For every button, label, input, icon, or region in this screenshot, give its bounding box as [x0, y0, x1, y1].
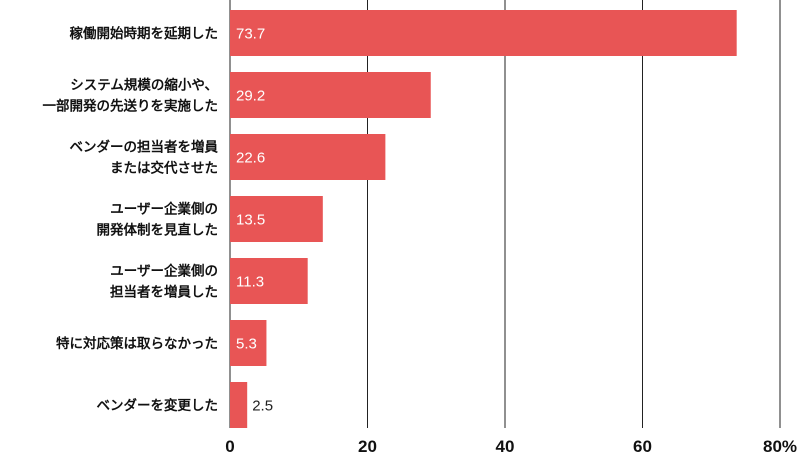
value-label-1: 73.7	[236, 26, 265, 43]
bar-6	[230, 320, 267, 366]
value-label-3: 22.6	[236, 150, 265, 167]
category-label-3: ベンダーの担当者を増員または交代させた	[70, 139, 219, 177]
category-label-line: 開発体制を見直した	[97, 222, 219, 239]
category-label-6: 特に対応策は取らなかった	[56, 335, 218, 352]
category-label-line: 特に対応策は取らなかった	[56, 335, 218, 352]
category-label-5: ユーザー企業側の担当者を増員した	[110, 263, 218, 301]
category-label-line: 担当者を増員した	[110, 284, 218, 301]
bars: 73.7 29.2 22.6 13.5 11.3 5.3 2.5	[230, 10, 737, 428]
category-label-4: ユーザー企業側の開発体制を見直した	[97, 201, 219, 239]
category-label-line: 一部開発の先送りを実施した	[43, 98, 219, 115]
category-label-line: ベンダーの担当者を増員	[70, 139, 219, 156]
value-label-4: 13.5	[236, 212, 265, 229]
x-axis-tick-labels: 0 20 40 60 80%	[225, 437, 797, 455]
x-tick-label-20: 20	[358, 437, 377, 455]
category-label-line: システム規模の縮小や、	[70, 77, 218, 94]
value-label-6: 5.3	[236, 336, 257, 353]
category-label-2: システム規模の縮小や、一部開発の先送りを実施した	[43, 77, 219, 115]
category-label-line: ユーザー企業側の	[110, 263, 218, 280]
bar-1	[230, 10, 737, 56]
value-label-5: 11.3	[236, 274, 264, 291]
x-tick-label-40: 40	[496, 437, 515, 455]
bar-7	[230, 382, 248, 428]
value-label-7: 2.5	[252, 398, 273, 415]
bar-2	[230, 72, 431, 118]
category-label-line: ベンダーを変更した	[97, 397, 219, 414]
x-tick-label-0: 0	[225, 437, 234, 455]
value-label-2: 29.2	[236, 88, 265, 105]
category-label-line: ユーザー企業側の	[110, 201, 218, 218]
category-label-7: ベンダーを変更した	[97, 397, 219, 414]
category-labels: 稼働開始時期を延期したシステム規模の縮小や、一部開発の先送りを実施したベンダーの…	[43, 25, 219, 414]
bar-4	[230, 196, 323, 242]
x-tick-label-60: 60	[633, 437, 652, 455]
bar-3	[230, 134, 386, 180]
bar-5	[230, 258, 308, 304]
x-tick-label-80: 80%	[763, 437, 797, 455]
category-label-line: 稼働開始時期を延期した	[70, 25, 219, 42]
category-label-line: または交代させた	[110, 160, 218, 177]
category-label-1: 稼働開始時期を延期した	[70, 25, 219, 42]
